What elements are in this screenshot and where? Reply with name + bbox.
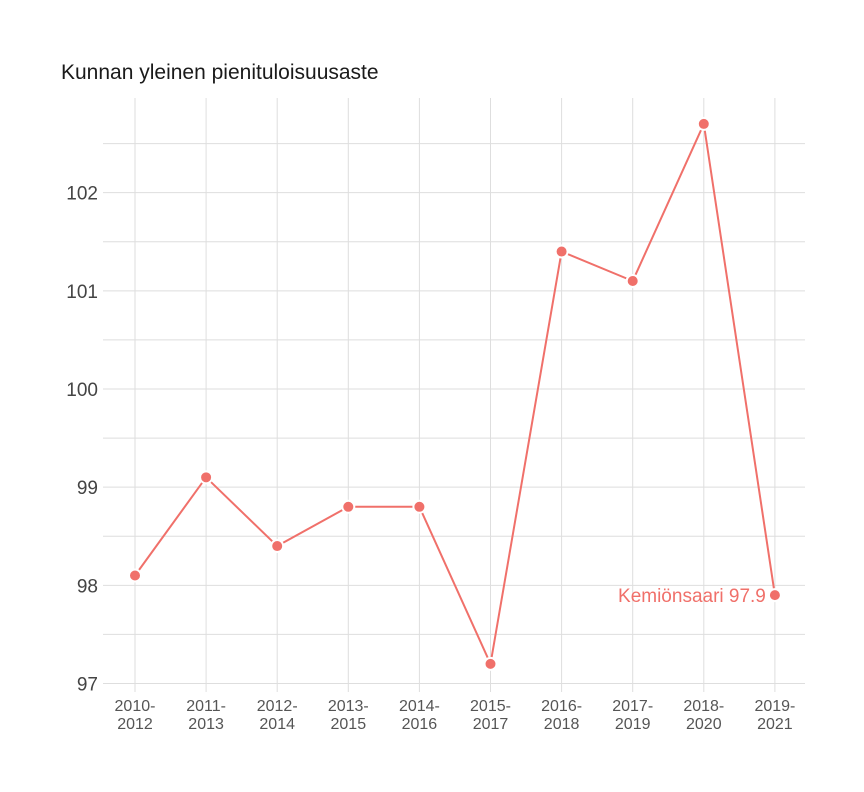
x-tick-label: 2010- xyxy=(115,698,156,715)
x-tick-label: 2015- xyxy=(470,698,511,715)
x-tick-label: 2013- xyxy=(328,698,369,715)
x-tick-label: 2012 xyxy=(117,716,153,733)
data-point xyxy=(483,656,498,671)
x-axis-ticks: 2010-2012 2011-2013 2012-2014 2013-2015 2014… xyxy=(115,698,796,733)
y-axis-ticks: 97 98 99 100 101 102 xyxy=(66,184,98,696)
x-tick-label: 2013 xyxy=(188,716,224,733)
x-tick-label: 2021 xyxy=(757,716,793,733)
y-tick-label: 98 xyxy=(77,576,98,597)
data-point xyxy=(199,470,214,485)
x-tick-label: 2012- xyxy=(257,698,298,715)
y-tick-label: 101 xyxy=(66,282,98,303)
x-tick-label: 2018- xyxy=(683,698,724,715)
x-tick-label: 2014- xyxy=(399,698,440,715)
data-point xyxy=(625,274,640,289)
chart-title: Kunnan yleinen pienituloisuusaste xyxy=(61,61,379,84)
data-point xyxy=(128,568,142,583)
x-tick-label: 2017- xyxy=(612,698,653,715)
series-line xyxy=(134,120,776,668)
series xyxy=(128,116,782,671)
x-tick-label: 2020 xyxy=(686,716,722,733)
data-point xyxy=(554,244,569,259)
data-point xyxy=(696,116,711,131)
x-tick-label: 2017 xyxy=(473,716,509,733)
x-tick-label: 2015 xyxy=(331,716,367,733)
y-tick-label: 97 xyxy=(77,675,98,696)
y-tick-label: 99 xyxy=(77,478,98,499)
x-tick-label: 2019 xyxy=(615,716,651,733)
data-point xyxy=(412,499,427,514)
data-point xyxy=(270,539,285,554)
y-tick-label: 102 xyxy=(66,184,98,205)
x-tick-label: 2016 xyxy=(402,716,438,733)
last-value-annotation: Kemiönsaari 97.9 xyxy=(618,586,766,607)
y-tick-label: 100 xyxy=(66,380,98,401)
data-point xyxy=(767,588,782,603)
x-tick-label: 2011- xyxy=(186,698,226,715)
x-tick-label: 2014 xyxy=(259,716,295,733)
data-point xyxy=(341,499,356,514)
x-tick-label: 2018 xyxy=(544,716,580,733)
x-tick-label: 2019- xyxy=(754,698,795,715)
x-tick-label: 2016- xyxy=(541,698,582,715)
